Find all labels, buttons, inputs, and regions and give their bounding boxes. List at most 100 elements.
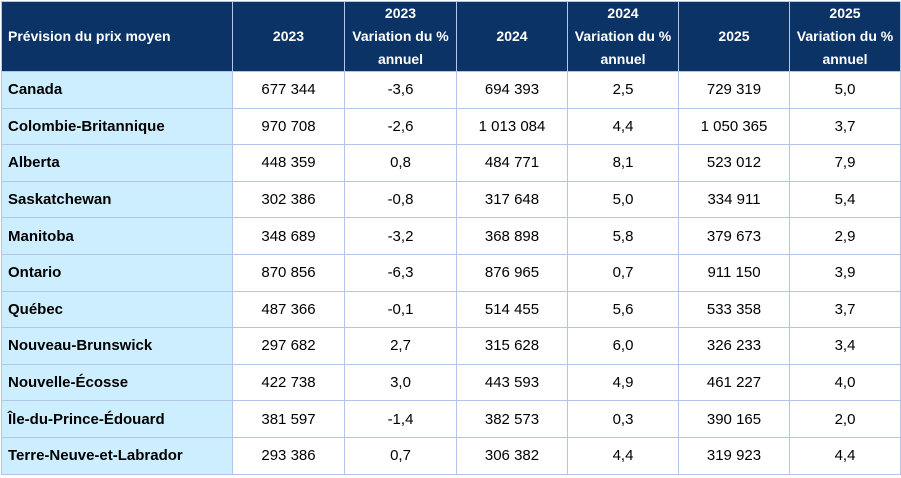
price-2023: 970 708 [232, 107, 345, 146]
header-line: annuel [377, 51, 424, 67]
change-2023: 0,8 [344, 144, 457, 182]
change-2025: 5,0 [789, 71, 901, 109]
table-row: Terre-Neuve-et-Labrador 293 386 0,7 306 … [1, 436, 901, 475]
price-2024: 317 648 [456, 180, 568, 219]
header-2025-change: 2025 Variation du % annuel [789, 1, 901, 72]
table-row: Nouveau-Brunswick 297 682 2,7 315 628 6,… [1, 327, 901, 365]
price-2023: 381 597 [232, 400, 345, 438]
table-row: Alberta 448 359 0,8 484 771 8,1 523 012 … [1, 144, 901, 182]
table-row: Île-du-Prince-Édouard 381 597 -1,4 382 5… [1, 400, 901, 438]
change-2023: 2,7 [344, 327, 457, 365]
change-2025: 5,4 [789, 180, 901, 219]
table-row: Colombie-Britannique 970 708 -2,6 1 013 … [1, 107, 901, 146]
price-2025: 729 319 [678, 71, 790, 109]
header-line: Variation du % [574, 28, 672, 44]
price-2024: 443 593 [456, 363, 568, 402]
change-2023: -0,8 [344, 180, 457, 219]
change-2023: -3,2 [344, 217, 457, 255]
header-line: 2025 [718, 28, 750, 44]
table-row: Canada 677 344 -3,6 694 393 2,5 729 319 … [1, 71, 901, 109]
price-2025: 319 923 [678, 436, 790, 475]
region-name: Saskatchewan [1, 180, 233, 219]
change-2023: 3,0 [344, 363, 457, 402]
price-2024: 694 393 [456, 71, 568, 109]
price-2024: 514 455 [456, 290, 568, 329]
header-2024-change: 2024 Variation du % annuel [567, 1, 679, 72]
price-2025: 326 233 [678, 327, 790, 365]
region-name: Québec [1, 290, 233, 329]
price-2023: 293 386 [232, 436, 345, 475]
header-region-label: Prévision du prix moyen [1, 1, 233, 72]
change-2024: 2,5 [567, 71, 679, 109]
price-2025: 1 050 365 [678, 107, 790, 146]
change-2025: 2,9 [789, 217, 901, 255]
table-row: Saskatchewan 302 386 -0,8 317 648 5,0 33… [1, 180, 901, 219]
change-2024: 4,4 [567, 107, 679, 146]
table-row: Manitoba 348 689 -3,2 368 898 5,8 379 67… [1, 217, 901, 255]
table-header: Prévision du prix moyen 2023 2023 Variat… [1, 1, 901, 72]
header-line: Variation du % [796, 28, 894, 44]
change-2023: 0,7 [344, 436, 457, 475]
region-name: Nouvelle-Écosse [1, 363, 233, 402]
region-name: Canada [1, 71, 233, 109]
header-line: annuel [822, 51, 868, 67]
table-row: Québec 487 366 -0,1 514 455 5,6 533 358 … [1, 290, 901, 329]
header-line: 2024 [496, 28, 528, 44]
header-line: 2024 [607, 5, 639, 21]
region-name: Ontario [1, 253, 233, 292]
table-row: Ontario 870 856 -6,3 876 965 0,7 911 150… [1, 253, 901, 292]
region-name: Île-du-Prince-Édouard [1, 400, 233, 438]
region-name: Manitoba [1, 217, 233, 255]
change-2023: -0,1 [344, 290, 457, 329]
change-2025: 3,7 [789, 107, 901, 146]
price-2023: 870 856 [232, 253, 345, 292]
change-2025: 3,4 [789, 327, 901, 365]
change-2023: -2,6 [344, 107, 457, 146]
change-2024: 5,6 [567, 290, 679, 329]
change-2025: 7,9 [789, 144, 901, 182]
price-2023: 487 366 [232, 290, 345, 329]
table-body: Canada 677 344 -3,6 694 393 2,5 729 319 … [1, 71, 901, 475]
price-2023: 677 344 [232, 71, 345, 109]
header-row: Prévision du prix moyen 2023 2023 Variat… [1, 1, 901, 72]
change-2023: -1,4 [344, 400, 457, 438]
header-line: Variation du % [352, 28, 449, 44]
change-2025: 4,0 [789, 363, 901, 402]
price-2024: 876 965 [456, 253, 568, 292]
change-2024: 5,0 [567, 180, 679, 219]
price-2025: 533 358 [678, 290, 790, 329]
price-2023: 302 386 [232, 180, 345, 219]
header-line: 2023 [272, 28, 305, 44]
change-2025: 2,0 [789, 400, 901, 438]
region-name: Colombie-Britannique [1, 107, 233, 146]
header-2025: 2025 [678, 1, 790, 72]
change-2025: 3,9 [789, 253, 901, 292]
price-2025: 390 165 [678, 400, 790, 438]
header-2024: 2024 [456, 1, 568, 72]
price-2024: 315 628 [456, 327, 568, 365]
price-2025: 911 150 [678, 253, 790, 292]
price-2024: 306 382 [456, 436, 568, 475]
change-2024: 4,9 [567, 363, 679, 402]
change-2024: 0,7 [567, 253, 679, 292]
header-2023-change: 2023 Variation du % annuel [344, 1, 457, 72]
change-2024: 6,0 [567, 327, 679, 365]
change-2025: 4,4 [789, 436, 901, 475]
table-row: Nouvelle-Écosse 422 738 3,0 443 593 4,9 … [1, 363, 901, 402]
change-2024: 4,4 [567, 436, 679, 475]
price-2024: 382 573 [456, 400, 568, 438]
change-2023: -6,3 [344, 253, 457, 292]
price-2023: 422 738 [232, 363, 345, 402]
change-2024: 0,3 [567, 400, 679, 438]
change-2025: 3,7 [789, 290, 901, 329]
change-2023: -3,6 [344, 71, 457, 109]
price-2025: 379 673 [678, 217, 790, 255]
price-2023: 297 682 [232, 327, 345, 365]
header-line: 2023 [384, 5, 417, 21]
price-2023: 348 689 [232, 217, 345, 255]
region-name: Terre-Neuve-et-Labrador [1, 436, 233, 475]
header-line: annuel [600, 51, 646, 67]
price-2025: 461 227 [678, 363, 790, 402]
price-2024: 368 898 [456, 217, 568, 255]
